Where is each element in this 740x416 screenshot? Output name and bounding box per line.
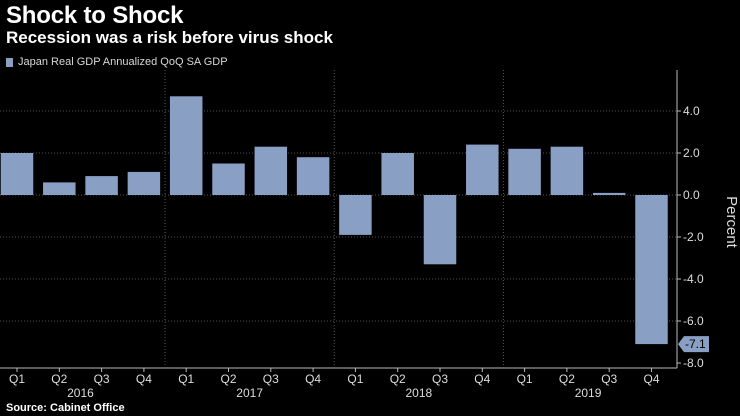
bar xyxy=(508,148,541,195)
x-tick-label: Q1 xyxy=(9,372,25,386)
bar xyxy=(466,144,499,195)
legend-swatch xyxy=(6,57,13,67)
bar xyxy=(296,157,330,195)
x-tick-label: Q2 xyxy=(559,372,575,386)
y-tick-label: 4.0 xyxy=(683,104,700,118)
y-tick-label: -4.0 xyxy=(683,272,704,286)
bar xyxy=(635,195,668,345)
y-tick-label: -6.0 xyxy=(683,314,704,328)
bar xyxy=(85,176,118,195)
x-tick-label: Q3 xyxy=(601,372,617,386)
x-tick-label: Q1 xyxy=(178,372,194,386)
last-value-label: -7.1 xyxy=(685,337,706,351)
y-tick-label: -8.0 xyxy=(683,356,704,370)
year-label: 2018 xyxy=(405,386,432,400)
bar xyxy=(212,163,245,195)
x-tick-label: Q2 xyxy=(220,372,236,386)
year-label: 2016 xyxy=(67,386,94,400)
y-tick-label: 0.0 xyxy=(683,188,700,202)
x-tick-label: Q1 xyxy=(517,372,533,386)
year-label: 2019 xyxy=(575,386,602,400)
bar xyxy=(550,146,584,195)
x-tick-label: Q4 xyxy=(474,372,490,386)
bar xyxy=(339,195,372,235)
x-tick-label: Q4 xyxy=(643,372,659,386)
bar xyxy=(169,96,203,195)
x-tick-label: Q2 xyxy=(390,372,406,386)
source-note: Source: Cabinet Office xyxy=(6,402,125,414)
x-tick-label: Q3 xyxy=(94,372,110,386)
y-axis-label: Percent xyxy=(723,196,740,249)
x-tick-label: Q4 xyxy=(136,372,152,386)
x-tick-label: Q4 xyxy=(305,372,321,386)
x-tick-label: Q3 xyxy=(263,372,279,386)
bar xyxy=(0,153,34,195)
bar xyxy=(592,192,626,195)
x-tick-label: Q1 xyxy=(347,372,363,386)
bar xyxy=(127,171,161,195)
y-tick-label: -2.0 xyxy=(683,230,704,244)
year-label: 2017 xyxy=(236,386,263,400)
legend-label: Japan Real GDP Annualized QoQ SA GDP xyxy=(18,56,228,68)
chart-legend: Japan Real GDP Annualized QoQ SA GDP xyxy=(6,56,228,68)
x-tick-label: Q2 xyxy=(51,372,67,386)
y-tick-label: 2.0 xyxy=(683,146,700,160)
bar xyxy=(381,153,414,195)
last-value-callout xyxy=(678,336,709,353)
chart-subtitle: Recession was a risk before virus shock xyxy=(6,28,333,47)
bar xyxy=(423,195,457,265)
x-tick-label: Q3 xyxy=(432,372,448,386)
chart-title: Shock to Shock xyxy=(6,2,184,29)
bar xyxy=(254,146,288,195)
bar xyxy=(43,182,76,195)
